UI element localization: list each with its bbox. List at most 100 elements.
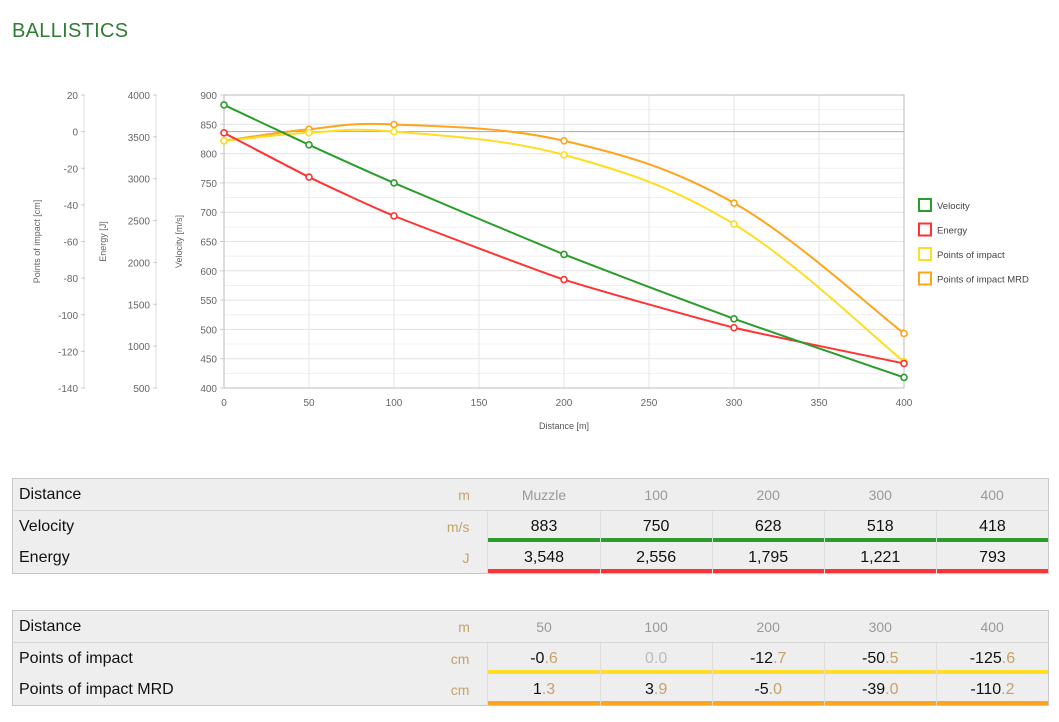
series-color-bar xyxy=(936,538,1048,542)
y-tick-label: -60 xyxy=(64,238,79,249)
y-tick-label: 500 xyxy=(200,325,217,336)
y-tick-label: 450 xyxy=(200,355,217,366)
table-cell: -12.7 xyxy=(711,642,825,674)
y-tick-label: -40 xyxy=(64,201,79,212)
header-label: Distance xyxy=(12,478,420,511)
row-unit: J xyxy=(462,549,470,566)
series-color-bar xyxy=(824,701,936,705)
x-tick-label: 250 xyxy=(641,398,658,409)
value-integer: -0 xyxy=(530,649,545,667)
data-point[interactable] xyxy=(560,250,568,259)
table-cell: 750 xyxy=(599,510,713,542)
table-cell: -0.6 xyxy=(487,642,601,674)
series-color-bar xyxy=(712,701,824,705)
data-point[interactable] xyxy=(220,136,228,145)
value-integer: -39 xyxy=(862,680,886,698)
x-tick-label: 300 xyxy=(726,398,743,409)
data-point[interactable] xyxy=(730,323,738,332)
y-tick-label: 750 xyxy=(200,179,217,190)
x-tick-label: 200 xyxy=(556,398,573,409)
legend-label: Points of impact xyxy=(937,250,1005,261)
series-color-bar xyxy=(824,538,936,542)
data-point[interactable] xyxy=(390,212,398,220)
value-decimal: .6 xyxy=(1001,649,1016,667)
value: 418 xyxy=(979,517,1006,535)
value-decimal: .9 xyxy=(653,680,668,698)
y-tick-label: 1500 xyxy=(128,300,151,311)
y-tick-label: 700 xyxy=(200,208,217,219)
value-decimal: .0 xyxy=(885,680,899,698)
table-cell: -110.2 xyxy=(935,674,1049,706)
data-point[interactable] xyxy=(305,141,313,149)
col-header: 400 xyxy=(936,610,1049,643)
value: 2,556 xyxy=(636,548,677,566)
data-point[interactable] xyxy=(900,329,908,338)
table-cell: 518 xyxy=(823,510,937,542)
table-cell: 3,548 xyxy=(487,542,601,574)
value: 628 xyxy=(754,517,782,535)
series-color-bar xyxy=(488,569,600,573)
data-point[interactable] xyxy=(730,199,738,207)
row-label: Points of impact xyxy=(19,649,133,667)
value-decimal: .3 xyxy=(541,680,556,698)
y-tick-label: -20 xyxy=(64,164,79,175)
data-point[interactable] xyxy=(560,136,568,145)
series-color-bar xyxy=(488,701,600,705)
data-point[interactable] xyxy=(560,151,568,159)
value-decimal: .6 xyxy=(544,649,558,667)
series-color-bar xyxy=(712,538,824,542)
data-point[interactable] xyxy=(900,359,908,368)
col-header: 100 xyxy=(600,610,713,643)
table-header-row: Distance m Muzzle 100 200 300 400 xyxy=(12,478,1049,511)
table-cell: 1,221 xyxy=(823,542,937,574)
page-title: BALLISTICS xyxy=(12,20,129,42)
y-tick-label: 500 xyxy=(133,384,150,395)
y-tick-label: 400 xyxy=(200,384,217,395)
header-unit: m xyxy=(419,478,488,511)
legend-swatch xyxy=(918,222,932,237)
data-point[interactable] xyxy=(220,129,228,137)
value-decimal: .0 xyxy=(653,649,668,667)
value-decimal: .7 xyxy=(773,649,787,667)
table-row: Velocity m/s 883 750 628 518 418 xyxy=(13,510,1049,542)
y-tick-label: 650 xyxy=(200,238,217,249)
legend-item[interactable]: Energy xyxy=(918,222,967,237)
table-row: Points of impact MRD cm 1.3 3.9 -5.0 -39.0 -11… xyxy=(13,674,1049,706)
data-point[interactable] xyxy=(390,179,398,187)
y-tick-label: 800 xyxy=(200,150,217,161)
col-header: 300 xyxy=(824,610,937,643)
data-point[interactable] xyxy=(305,173,313,181)
y-tick-label: -80 xyxy=(64,274,79,285)
value-decimal: .0 xyxy=(768,680,782,698)
ballistics-chart: -140 -120 -100 -80 -60 -40 -20 0 20 Points of imp… xyxy=(32,91,1029,431)
series-color-bar xyxy=(936,670,1048,674)
table-row: Points of impact cm -0.6 0.0 -12.7 -50.5 -125.… xyxy=(13,642,1049,674)
data-point[interactable] xyxy=(390,120,398,129)
row-label: Velocity xyxy=(19,517,75,535)
data-point[interactable] xyxy=(390,127,398,136)
data-point[interactable] xyxy=(220,101,228,109)
x-tick-label: 400 xyxy=(896,398,913,409)
y-tick-label: 20 xyxy=(67,91,79,102)
value-integer: 3 xyxy=(644,680,654,698)
legend-label: Energy xyxy=(937,226,967,237)
y-tick-label: 3500 xyxy=(128,133,151,144)
y-tick-label: -120 xyxy=(58,347,78,358)
data-point[interactable] xyxy=(560,275,568,284)
value: 883 xyxy=(530,517,558,535)
data-point[interactable] xyxy=(730,315,738,323)
data-point[interactable] xyxy=(305,128,313,137)
y-axis-label: Velocity [m/s] xyxy=(174,215,184,268)
y-tick-label: 2000 xyxy=(128,258,151,269)
legend-item[interactable]: Points of impact xyxy=(918,247,1005,261)
table-cell: 2,556 xyxy=(599,542,713,574)
header-unit: m xyxy=(419,610,488,643)
data-point[interactable] xyxy=(900,373,908,382)
data-point[interactable] xyxy=(730,220,738,228)
col-header: 200 xyxy=(712,478,825,511)
legend-item[interactable]: Points of impact MRD xyxy=(918,271,1029,286)
x-tick-label: 350 xyxy=(811,398,828,409)
y-tick-label: -140 xyxy=(58,384,78,395)
legend-item[interactable]: Velocity xyxy=(918,198,970,212)
value-decimal: .2 xyxy=(1001,680,1015,698)
